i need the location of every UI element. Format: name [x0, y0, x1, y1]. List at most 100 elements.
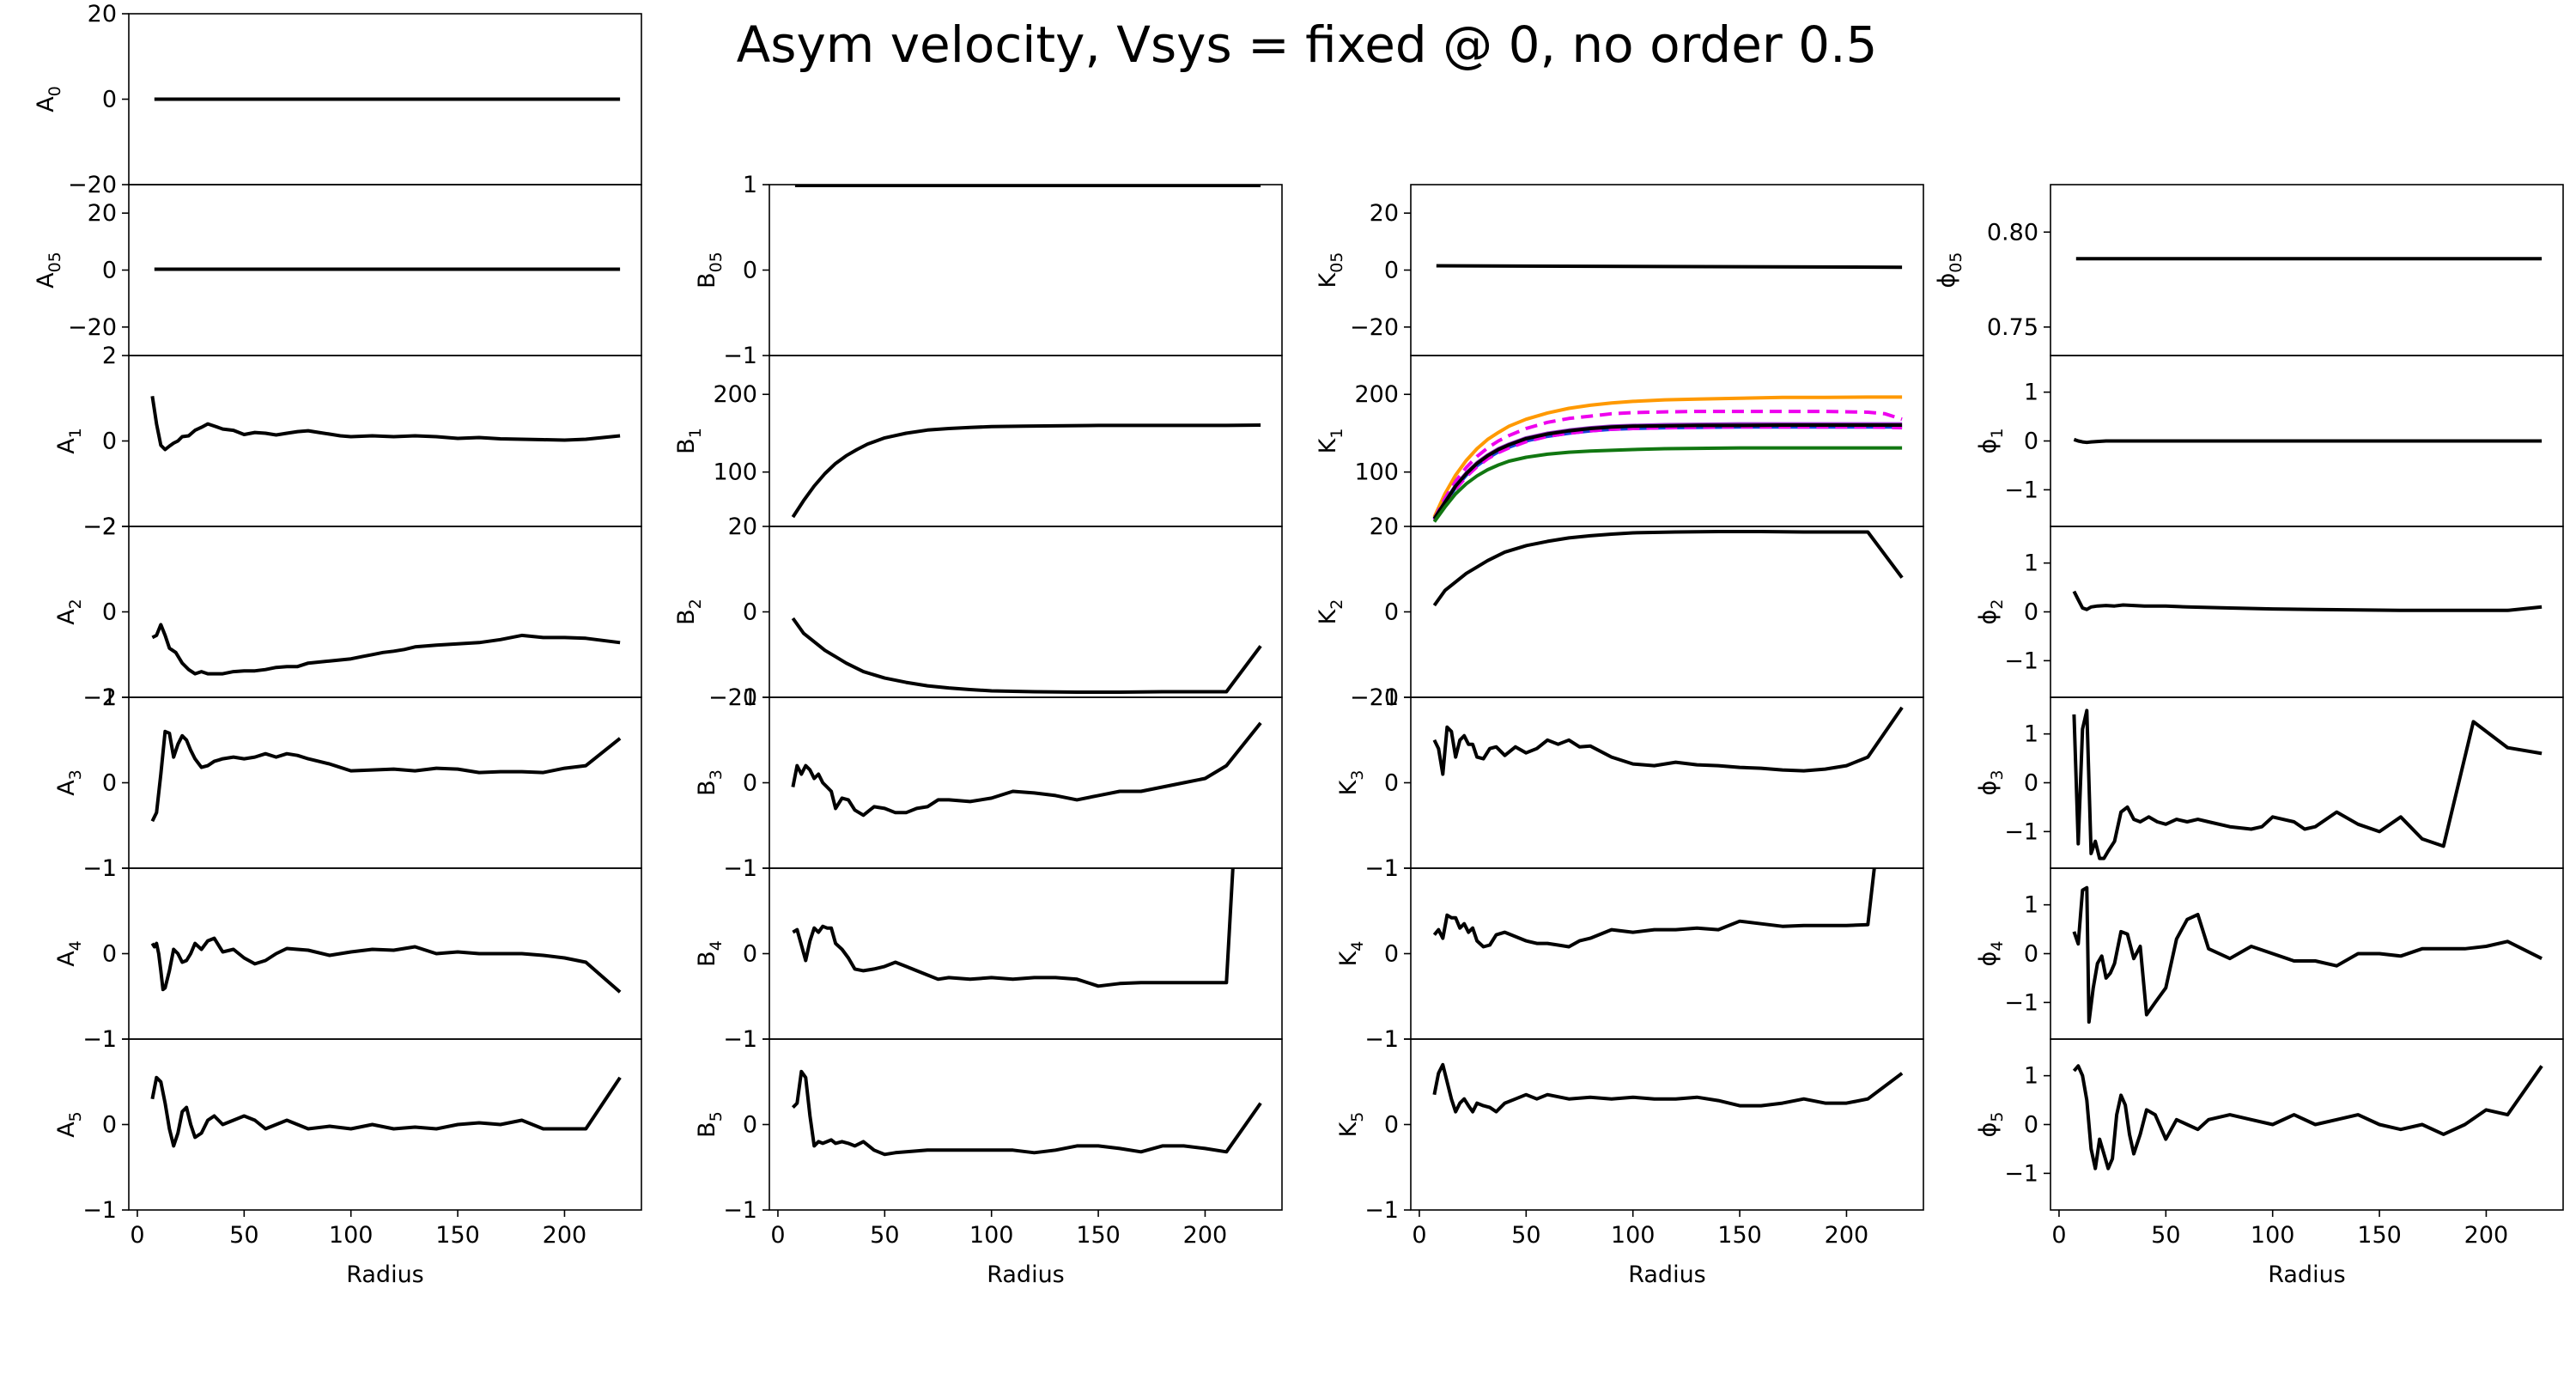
series-line-B3-0 [791, 721, 1262, 818]
y-axis-label: A0 [33, 86, 64, 112]
y-axis-label: B2 [673, 599, 705, 625]
y-axis-label: B05 [694, 252, 726, 289]
y-axis-label-symbol: ϕ [1975, 781, 2002, 796]
series-line-A1-0 [150, 396, 621, 452]
y-axis-label: ϕ2 [1975, 599, 2007, 625]
series-line-A2-0 [151, 623, 621, 676]
axes-frame [769, 696, 1283, 869]
y-tick-label: −1 [2004, 1160, 2038, 1187]
series-line-K05-0 [1436, 264, 1903, 270]
y-tick-label: 20 [728, 514, 757, 540]
subplot-K3: −1 0 1 K3 [1335, 684, 1924, 882]
x-tick-label: 150 [435, 1222, 480, 1249]
subplot-phi3: −1 0 1 ϕ3 [1975, 696, 2564, 869]
y-tick-label: −1 [2004, 647, 2038, 674]
x-tick-label: 150 [2357, 1222, 2402, 1249]
y-axis-label: A1 [53, 428, 85, 454]
y-tick-label: 1 [102, 855, 117, 882]
series-line-K5-0 [1432, 1062, 1904, 1114]
y-axis-label: ϕ5 [1975, 1112, 2007, 1138]
y-tick-label: 1 [743, 684, 757, 711]
y-tick-label: −2 [82, 684, 117, 711]
y-tick-label: 1 [743, 1026, 757, 1053]
x-tick-label: 150 [1717, 1222, 1762, 1249]
y-axis-label-symbol: B [694, 272, 720, 289]
y-tick-label: −1 [723, 855, 757, 882]
y-tick-label: 2 [102, 514, 117, 540]
y-axis-label: A05 [33, 252, 64, 289]
y-axis-label-subscript: 0 [46, 86, 64, 96]
y-tick-label: 2 [102, 343, 117, 369]
y-axis-label-symbol: K [1315, 608, 1341, 624]
y-tick-label: 1 [1384, 855, 1399, 882]
subplot-phi05: 0.75 0.80 ϕ05 [1934, 184, 2564, 356]
x-tick-label: 100 [329, 1222, 374, 1249]
axes-frame [769, 184, 1283, 356]
y-axis-label: A2 [53, 599, 85, 625]
y-axis-label-symbol: B [673, 438, 700, 454]
y-axis-label-symbol: B [694, 951, 720, 967]
y-tick-label: 20 [88, 1, 117, 27]
x-tick-label: 100 [2251, 1222, 2295, 1249]
y-axis-label-symbol: A [53, 438, 80, 454]
y-axis-label-subscript: 3 [66, 769, 85, 780]
y-axis-label-symbol: ϕ [1975, 439, 2002, 454]
y-tick-label: 100 [1354, 459, 1399, 486]
y-tick-label: −1 [1364, 1026, 1399, 1053]
y-axis-label: ϕ1 [1975, 429, 2007, 454]
y-axis-label-subscript: 5 [1988, 1112, 2007, 1122]
y-tick-label: −1 [82, 855, 117, 882]
subplot-B4: −1 0 1 B4 [694, 855, 1283, 1053]
series-line-K2-0 [1432, 530, 1904, 607]
x-tick-label: 50 [870, 1222, 899, 1249]
subplot-phi4: −1 0 1 ϕ4 [1975, 867, 2564, 1040]
y-tick-label: 1 [2024, 1063, 2038, 1090]
y-axis-label-subscript: 5 [707, 1111, 726, 1122]
y-axis-label-symbol: A [33, 96, 59, 112]
y-axis-label-subscript: 3 [1348, 770, 1367, 781]
y-axis-label: ϕ3 [1975, 770, 2007, 796]
y-tick-label: 0 [102, 429, 117, 455]
y-tick-label: 0 [1384, 599, 1399, 626]
y-tick-label: 0.75 [1987, 314, 2038, 341]
axes-frame [1410, 867, 1924, 1040]
y-tick-label: −1 [1364, 855, 1399, 882]
y-axis-label: K4 [1335, 941, 1367, 967]
axes-frame [2050, 184, 2564, 356]
subplot-K4: −1 0 1 K4 [1335, 855, 1924, 1053]
y-axis-label: A5 [53, 1111, 85, 1138]
subplot-B1: 100 200 B1 [673, 355, 1283, 527]
y-axis-label-symbol: A [33, 272, 59, 289]
figure-title: Asym velocity, Vsys = fixed @ 0, no orde… [736, 15, 1878, 74]
y-tick-label: 0 [102, 1112, 117, 1139]
subplot-A1: −2 0 2 A1 [53, 343, 642, 540]
y-tick-label: 0 [102, 599, 117, 626]
y-axis-label: K5 [1335, 1112, 1367, 1138]
y-axis-label-subscript: 05 [1947, 252, 1965, 273]
y-tick-label: 20 [1370, 514, 1399, 540]
subplot-B05: −1 0 1 B05 [694, 172, 1283, 369]
y-axis-label-symbol: ϕ [1975, 1122, 2002, 1138]
y-axis-label-subscript: 2 [1327, 599, 1346, 610]
y-tick-label: 20 [88, 200, 117, 227]
series-line-phi3-0 [2072, 708, 2543, 860]
y-tick-label: 1 [2024, 550, 2038, 577]
axes-frame [1410, 1038, 1924, 1211]
series-line-A5-0 [150, 1075, 622, 1148]
series-line-B2-0 [791, 617, 1262, 694]
y-axis-label: B3 [694, 769, 726, 796]
y-axis-label: B4 [694, 940, 726, 967]
y-axis-label: K05 [1315, 252, 1346, 289]
y-tick-label: 0 [102, 770, 117, 797]
y-axis-label-subscript: 1 [686, 428, 705, 438]
series-line-A4-0 [150, 936, 622, 994]
subplot-K2: −20 0 20 K2 [1315, 514, 1924, 711]
y-tick-label: −1 [2004, 477, 2038, 503]
y-axis-label: K2 [1315, 599, 1346, 625]
series-line-phi1-0 [2073, 437, 2543, 445]
